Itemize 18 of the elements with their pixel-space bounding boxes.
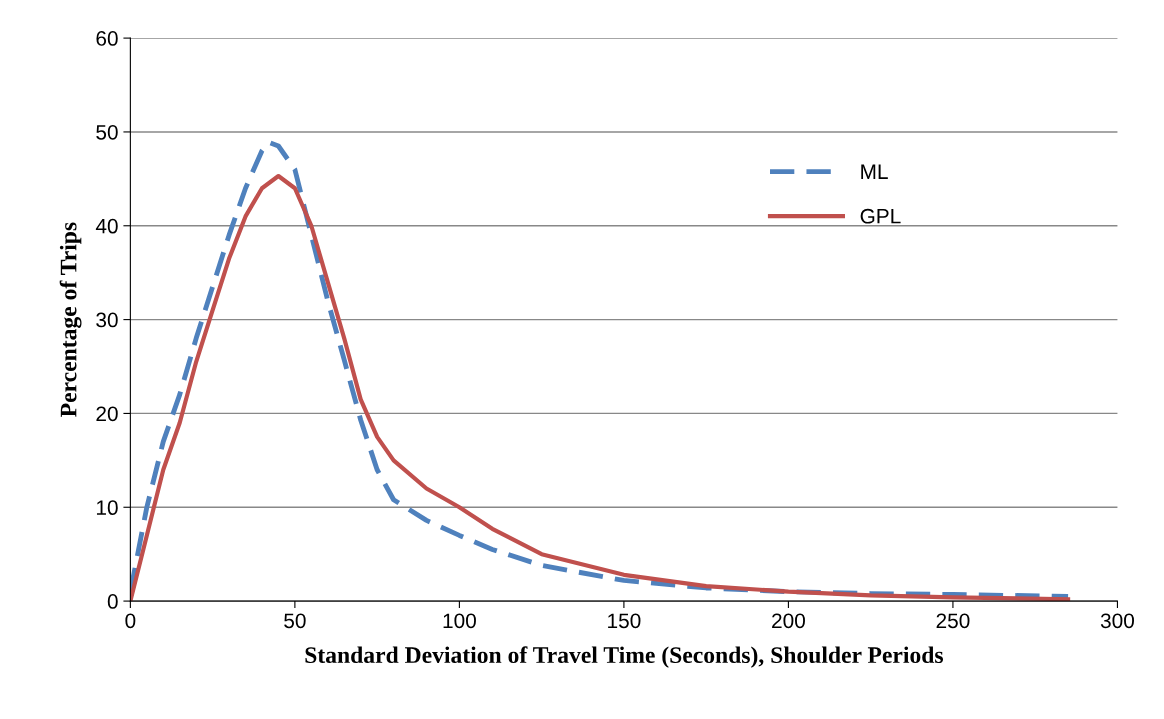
- x-tick-label: 50: [284, 613, 306, 629]
- y-tick-label: 60: [96, 31, 118, 46]
- x-tick-label: 300: [1100, 613, 1135, 629]
- y-tick-label: 0: [107, 594, 118, 609]
- x-tick-label: 250: [936, 613, 970, 629]
- y-tick-label: 30: [96, 312, 118, 328]
- y-tick-label: 50: [96, 124, 118, 140]
- y-tick-label: 10: [96, 500, 118, 516]
- legend-label: GPL: [860, 208, 901, 224]
- legend-label: ML: [861, 164, 888, 179]
- x-axis-title: Standard Deviation of Travel Time (Seconds), Shoulder Periods: [305, 646, 944, 668]
- x-tick-label: 200: [772, 613, 805, 629]
- x-tick-label: 150: [608, 613, 641, 629]
- y-tick-label: 40: [95, 218, 118, 234]
- y-axis-title: Percentage of Trips: [59, 222, 82, 417]
- x-tick-label: 0: [125, 613, 136, 629]
- y-tick-label: 20: [96, 406, 118, 422]
- x-tick-label: 100: [443, 613, 476, 629]
